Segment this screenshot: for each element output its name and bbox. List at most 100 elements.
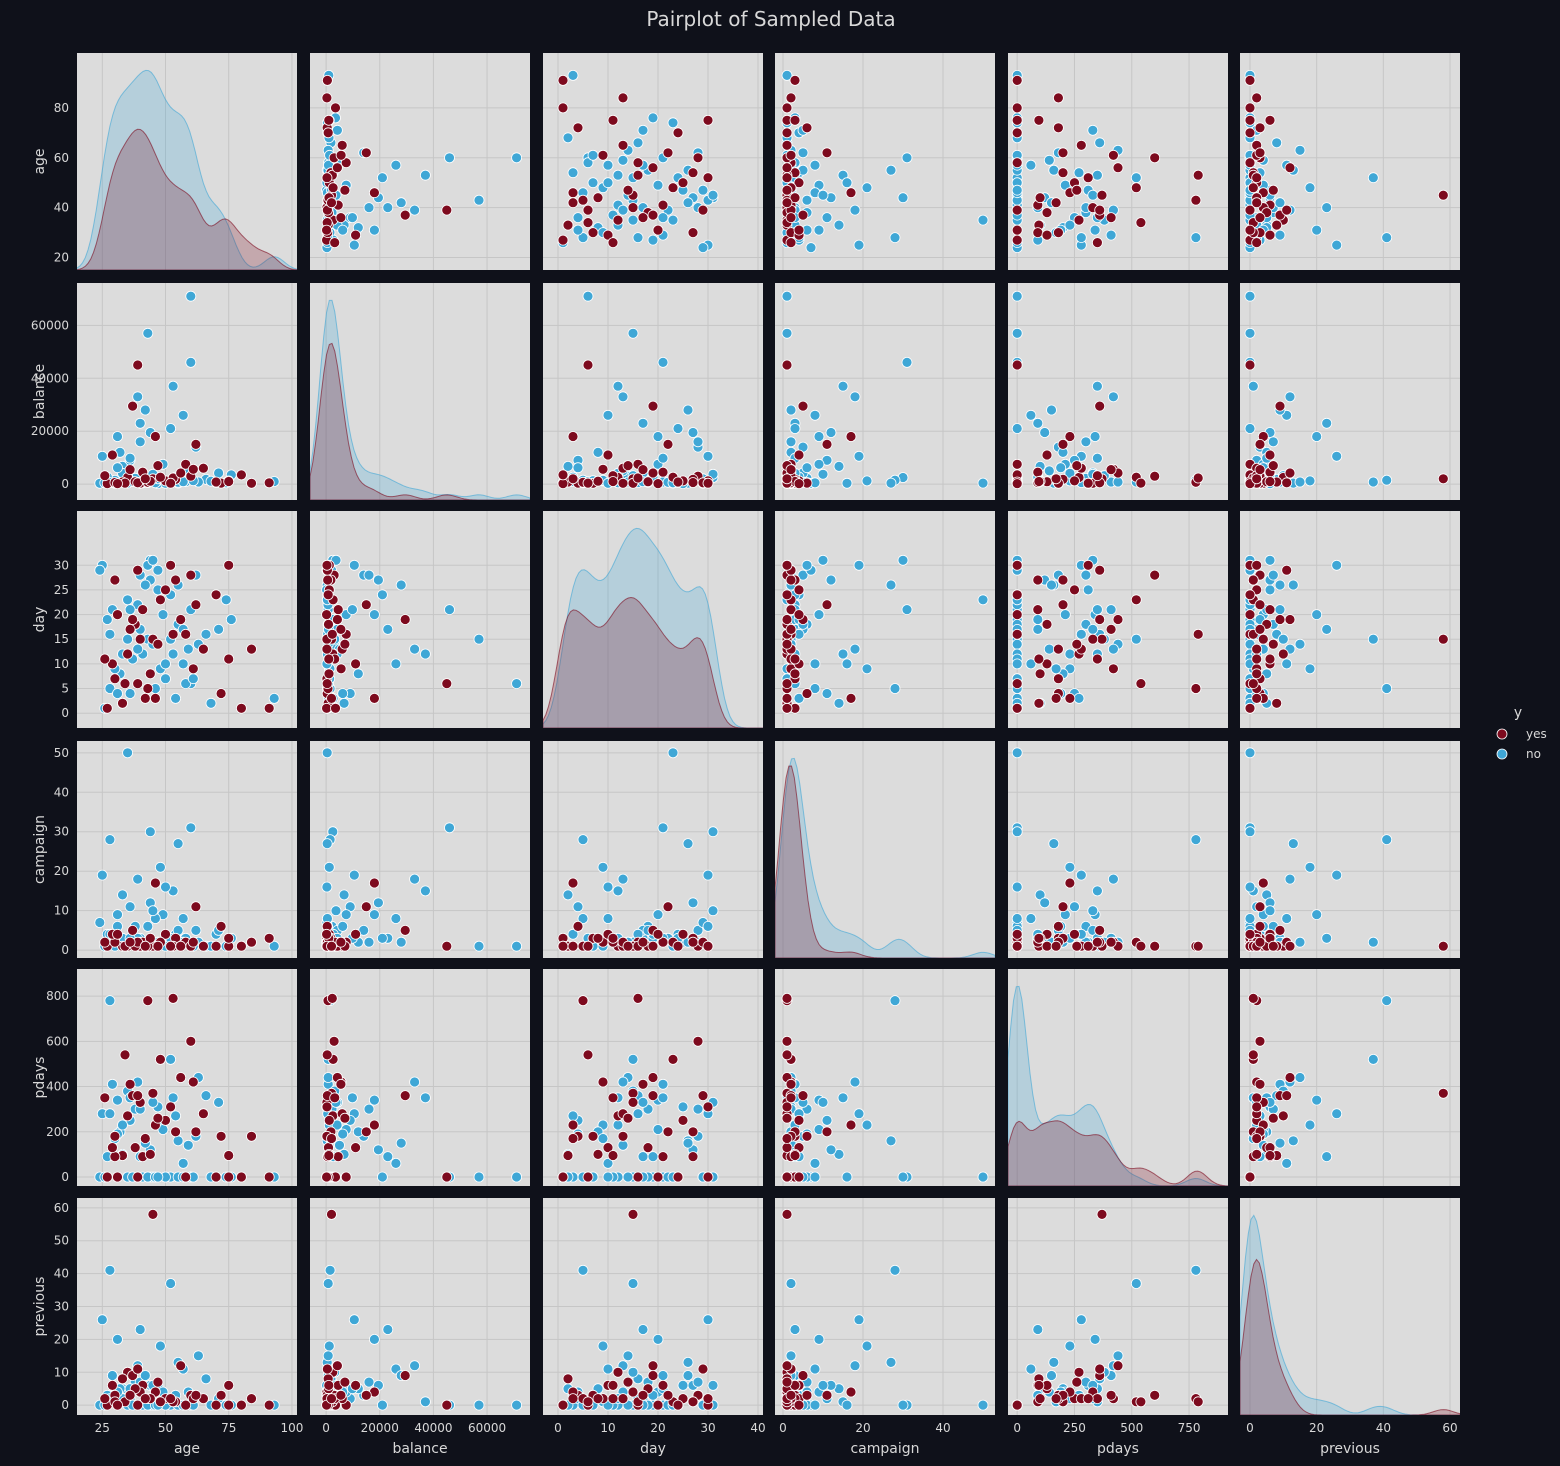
point-yes-39 [785,1389,797,1401]
point-no-8 [1130,172,1142,184]
point-yes-24 [350,229,362,241]
point-yes-12 [1108,149,1119,161]
point-yes-35 [165,1101,177,1113]
point-no-3 [1092,169,1103,181]
ytick-label: 40 [54,1267,69,1281]
point-no-57 [572,462,584,474]
point-yes-36 [1267,940,1279,952]
point-yes-37 [1011,928,1023,940]
point-no-6 [1011,826,1023,838]
point-no-57 [112,688,123,699]
point-yes-7 [612,214,624,226]
point-no-51 [657,212,669,224]
point-no-12 [1331,239,1343,251]
ytick-label: 0 [61,477,69,491]
point-yes-39 [1105,464,1117,476]
xtick-label: 20 [1309,1421,1324,1435]
panel-marks [1011,290,1204,490]
point-yes-38 [1251,197,1263,209]
point-no-36 [340,909,352,920]
point-no-5 [977,594,989,606]
point-yes-2 [223,1171,235,1183]
point-no-31 [567,928,579,940]
point-no-23 [1069,901,1080,913]
point-yes-10 [117,697,128,709]
point-yes-17 [327,182,339,194]
point-yes-29 [1284,162,1296,174]
panel-campaign-vs-day [543,741,763,958]
point-yes-35 [1082,477,1094,489]
point-yes-2 [702,1171,714,1183]
point-no-7 [577,232,589,244]
point-yes-26 [632,169,644,181]
point-no-59 [817,1380,829,1391]
point-yes-35 [321,559,333,571]
point-no-23 [572,901,584,913]
point-yes-37 [1244,928,1256,940]
point-no-42 [1112,476,1124,488]
point-no-5 [667,747,679,759]
point-yes-25 [1190,683,1202,694]
point-yes-18 [617,139,629,151]
point-yes-29 [175,614,187,625]
point-yes-19 [399,1090,411,1101]
panel-previous-vs-campaign: 0 20 40 campaign [775,1198,995,1457]
point-yes-29 [1112,162,1124,174]
point-yes-4 [1437,940,1449,952]
point-yes-35 [702,1393,714,1404]
point-no-47 [1064,219,1076,231]
point-yes-20 [1064,877,1076,889]
point-yes-29 [175,1360,187,1372]
point-yes-37 [112,1171,123,1183]
point-yes-11 [627,1386,639,1398]
point-yes-22 [781,102,793,114]
point-yes-32 [1247,678,1259,689]
point-no-51 [657,1092,669,1104]
point-yes-23 [687,936,699,948]
point-yes-20 [368,877,380,889]
point-yes-27 [1094,564,1106,576]
point-no-3 [167,1092,179,1104]
point-no-47 [1064,648,1076,660]
point-yes-24 [1041,449,1053,461]
point-yes-35 [781,559,793,571]
point-no-13 [861,663,873,675]
point-no-55 [849,1076,861,1088]
point-yes-33 [1057,901,1069,913]
point-yes-29 [175,467,187,479]
ytick-label: 5 [61,682,69,696]
point-no-4 [781,70,793,81]
panel-campaign-vs-pdays [1008,741,1228,958]
point-no-44 [809,1171,821,1183]
point-no-3 [419,885,431,897]
point-yes-20 [567,877,579,889]
panel-background [1008,969,1228,1186]
point-no-43 [101,614,113,625]
point-yes-8 [332,604,344,615]
point-yes-5 [781,1035,793,1047]
xtick-label: 250 [1063,1421,1086,1435]
point-no-0 [511,1399,522,1411]
point-no-6 [897,554,909,566]
point-yes-12 [597,463,609,475]
point-no-55 [617,1076,629,1088]
point-yes-23 [785,574,797,586]
point-no-49 [682,197,694,209]
point-yes-9 [160,584,171,596]
point-yes-28 [1034,668,1046,680]
point-yes-5 [692,152,704,164]
point-yes-26 [632,993,644,1004]
point-yes-17 [154,471,166,483]
point-yes-19 [1274,614,1286,625]
point-yes-33 [1057,438,1069,450]
point-no-10 [1032,1324,1044,1335]
point-no-26 [1043,154,1055,166]
point-no-45 [1267,436,1279,448]
point-yes-2 [223,559,235,571]
point-yes-26 [167,993,179,1004]
point-no-42 [1294,476,1306,488]
point-yes-38 [1050,473,1062,485]
point-yes-20 [368,187,380,199]
panel-age-vs-previous [1240,53,1460,270]
point-no-15 [833,1149,845,1160]
